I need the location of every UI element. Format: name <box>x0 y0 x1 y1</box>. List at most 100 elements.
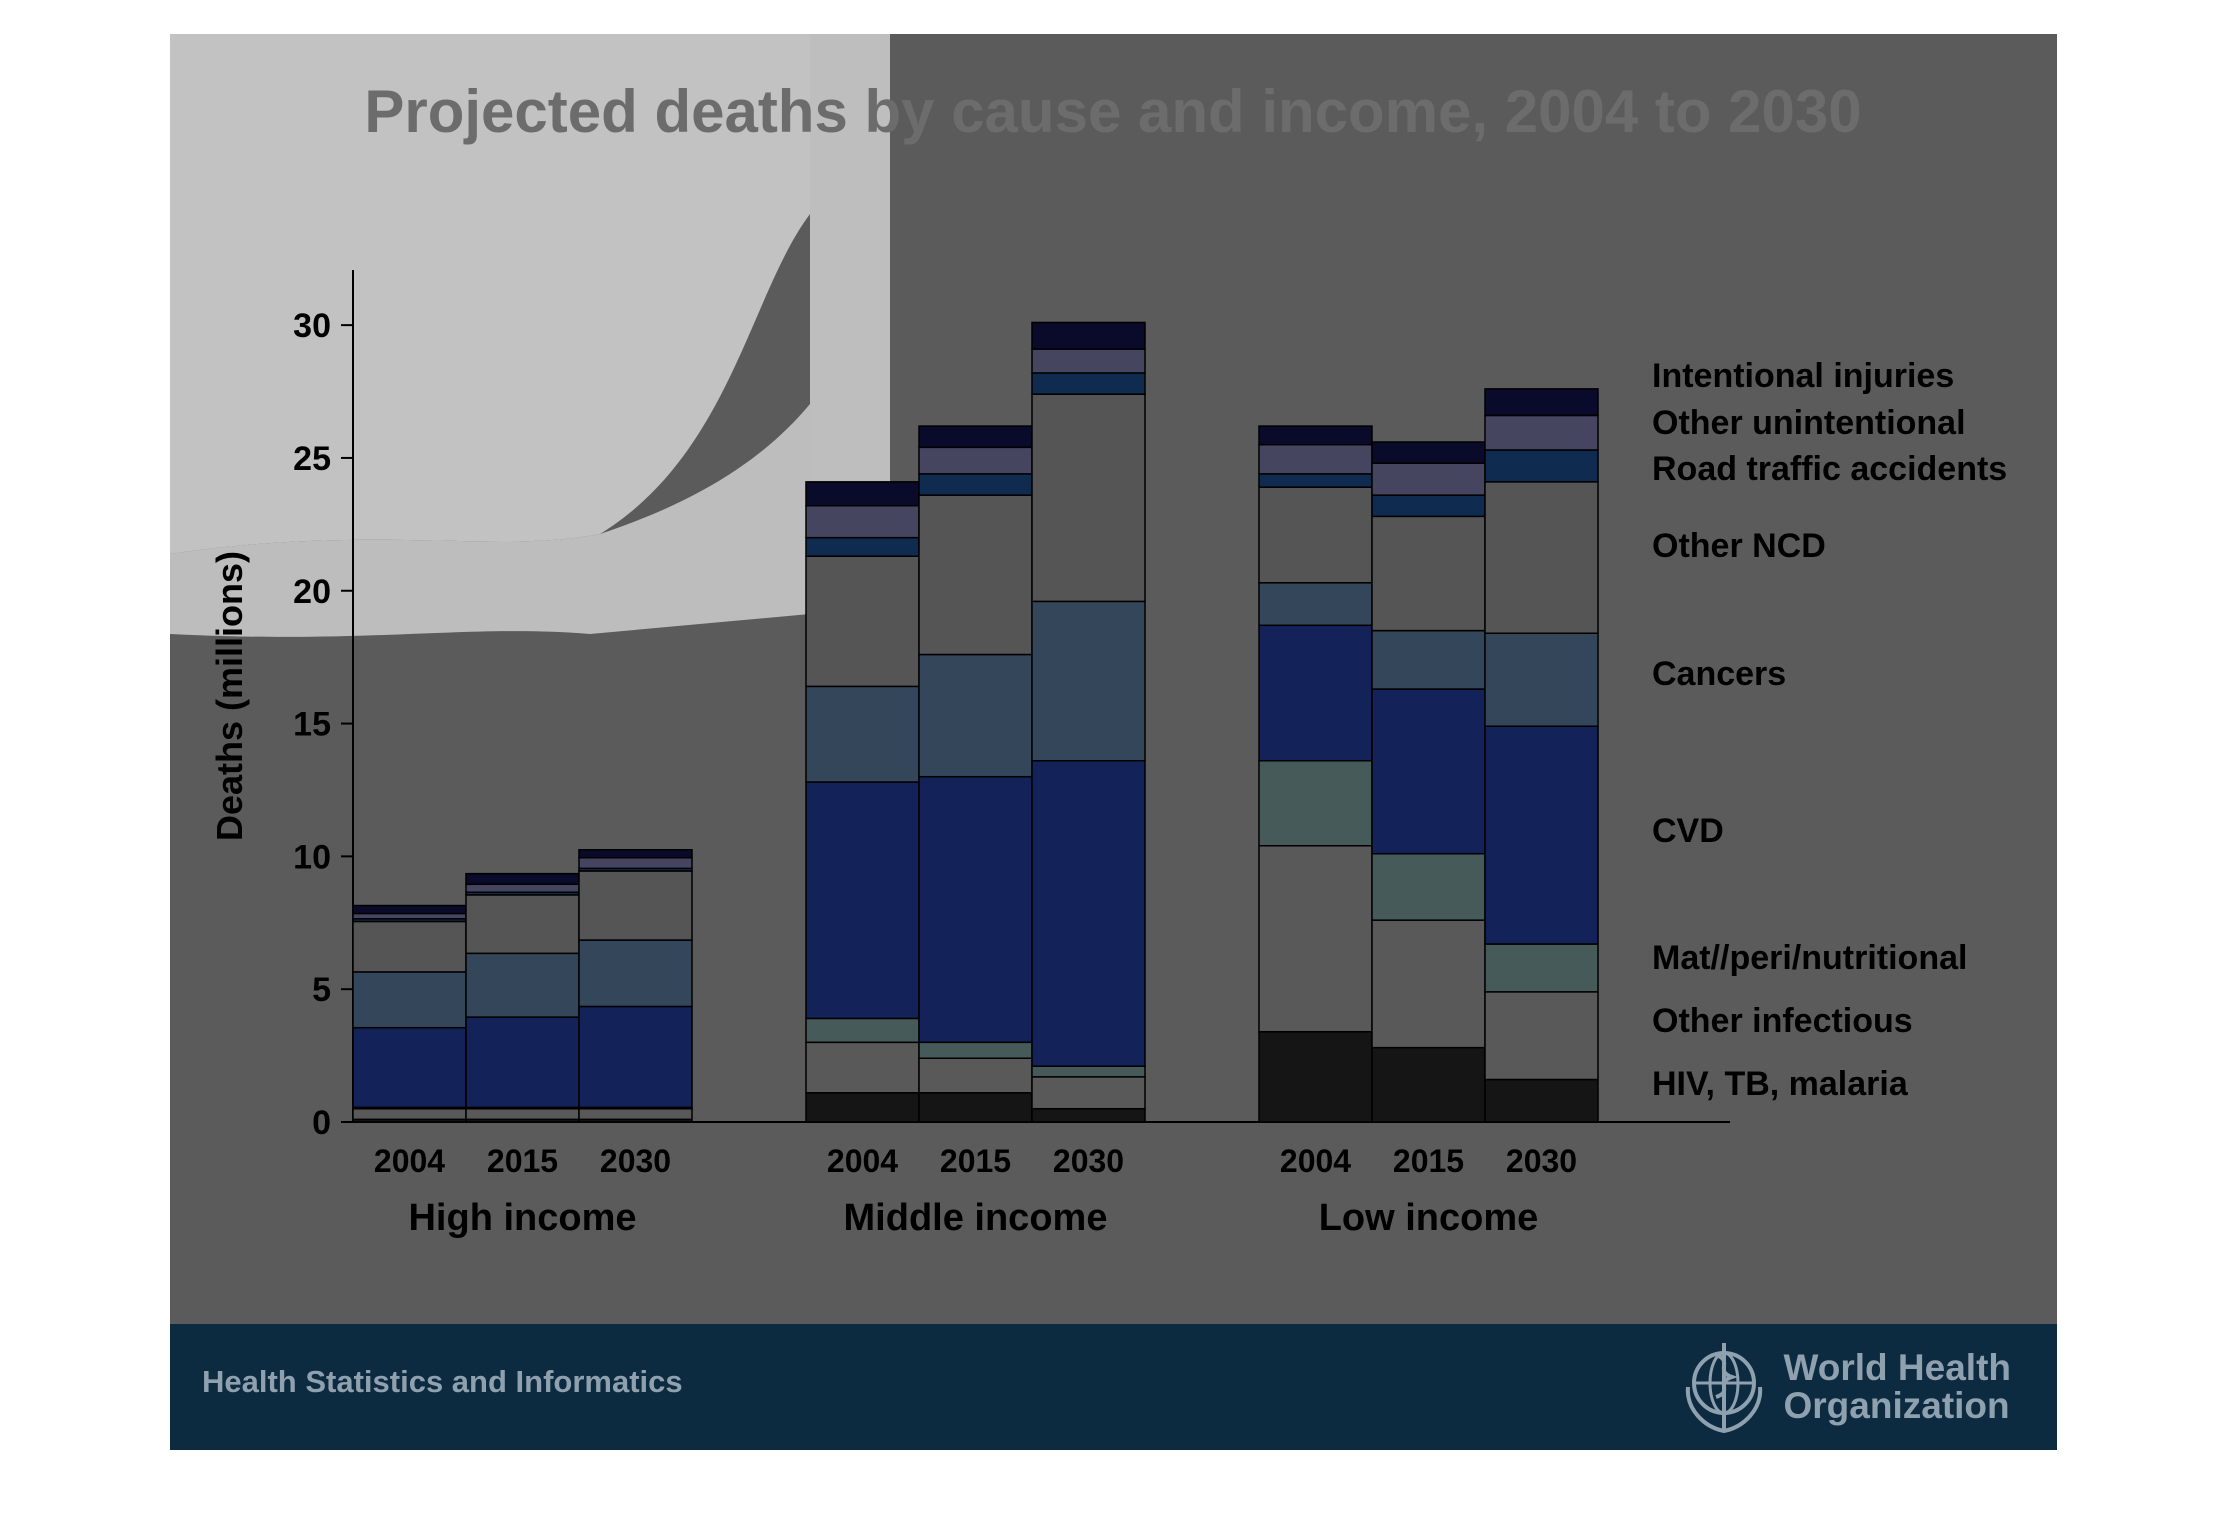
bar-segment <box>465 883 580 893</box>
bar-segment <box>1371 494 1486 518</box>
x-tick-label: 2030 <box>1053 1143 1124 1179</box>
who-emblem-icon <box>1685 1343 1762 1434</box>
bar-segment <box>1484 414 1599 451</box>
bar-segment <box>918 425 1033 449</box>
y-tick-label: 25 <box>293 440 331 478</box>
x-tick-label: 2004 <box>1280 1143 1351 1179</box>
bar-segment <box>1371 462 1486 496</box>
x-tick-label: 2030 <box>1506 1143 1577 1179</box>
y-tick-label: 30 <box>293 307 331 345</box>
legend-label: Mat//peri/nutritional <box>1652 939 1967 977</box>
bar-segment <box>1258 425 1373 446</box>
x-tick-label: 2030 <box>600 1143 671 1179</box>
map-decoration-2 <box>170 404 810 637</box>
x-tick-label: 2015 <box>940 1143 1011 1179</box>
bar-segment <box>918 653 1033 778</box>
footer-bar: Health Statistics and Informatics World … <box>170 1324 2057 1450</box>
bar-segment <box>1371 515 1486 632</box>
legend-label: Intentional injuries <box>1652 357 1954 395</box>
bar-segment <box>578 1107 693 1121</box>
bar-segment <box>578 939 693 1008</box>
bar-segment <box>465 952 580 1018</box>
bar-segment <box>1484 388 1599 417</box>
who-org-line2: Organization <box>1783 1385 2010 1426</box>
y-tick-label: 15 <box>293 706 331 744</box>
bar-segment <box>918 473 1033 496</box>
bar-segment <box>1371 688 1486 855</box>
bar-segment <box>465 894 580 955</box>
bar-segment <box>352 971 467 1029</box>
legend-label: Other unintentional <box>1652 404 1966 442</box>
chart-title: Projected deaths by cause and income, 20… <box>364 78 1861 145</box>
bar-segment <box>1484 943 1599 993</box>
bar-segment <box>805 1041 920 1094</box>
bar-segment <box>578 856 693 870</box>
group-label: Low income <box>1319 1197 1539 1239</box>
bar-segment <box>1031 372 1146 395</box>
bar-segment <box>1258 443 1373 475</box>
y-tick-label: 20 <box>293 573 331 611</box>
bar-segment <box>1371 441 1486 464</box>
bar-segment <box>918 1041 1033 1059</box>
bar-segment <box>918 1092 1033 1123</box>
bar-segment <box>1484 1078 1599 1123</box>
bar-segment <box>1484 449 1599 483</box>
bar-segment <box>1258 624 1373 762</box>
who-org-name: World Health Organization <box>1784 1349 2012 1425</box>
bar-segment <box>1258 473 1373 488</box>
bar-segment <box>1484 481 1599 634</box>
group-label: Middle income <box>844 1197 1108 1239</box>
footer-text: Health Statistics and Informatics <box>202 1364 683 1399</box>
who-logo: World Health Organization <box>1674 1336 2012 1438</box>
x-axis-labels: 2004 2015 2030 High income 2004 2015 2030 Middl… <box>374 1143 1577 1239</box>
legend-label: Cancers <box>1652 655 1786 693</box>
map-decoration <box>170 34 810 554</box>
bar-segment <box>1258 486 1373 584</box>
bar-segment <box>805 1092 920 1123</box>
bar-segment <box>465 872 580 886</box>
legend-label: HIV, TB, malaria <box>1652 1065 1909 1103</box>
y-tick-label: 0 <box>312 1104 331 1142</box>
bar-segment <box>1031 1076 1146 1110</box>
legend-label: Other NCD <box>1652 527 1826 565</box>
bar-segment <box>918 1057 1033 1094</box>
bar-segment <box>352 912 467 920</box>
bar-segment <box>352 1026 467 1109</box>
bar-segment <box>465 1107 580 1121</box>
bar-segment <box>1484 725 1599 945</box>
bar-segment <box>352 904 467 915</box>
group-label: High income <box>408 1197 636 1239</box>
legend-label: Road traffic accidents <box>1652 450 2007 488</box>
bar-segment <box>805 481 920 507</box>
bar-segment <box>1031 321 1146 350</box>
bar-segment <box>1031 760 1146 1067</box>
bar-segment <box>1031 348 1146 374</box>
bar-segment <box>1258 845 1373 1033</box>
bar-segment <box>578 848 693 859</box>
bar-segment <box>1031 600 1146 762</box>
bar-segment <box>1258 582 1373 627</box>
bar-segment <box>805 685 920 783</box>
bar-segment <box>352 1107 467 1121</box>
bar-segment <box>1258 760 1373 847</box>
who-org-line1: World Health <box>1783 1347 2012 1388</box>
bar-segment <box>1371 919 1486 1049</box>
y-axis-label: Deaths (millions) <box>209 551 250 841</box>
bar-segment <box>918 775 1033 1044</box>
bar-segment <box>352 920 467 973</box>
bar-segment <box>578 870 693 941</box>
bar-segment <box>1484 632 1599 727</box>
bar-segment <box>805 781 920 1020</box>
bar-segment <box>465 1016 580 1109</box>
stacked-bar-chart: Projected deaths by cause and income, 20… <box>170 34 2007 1239</box>
y-tick-label: 10 <box>293 838 331 876</box>
legend-label: CVD <box>1652 812 1724 850</box>
bar-segment <box>805 536 920 557</box>
legend: HIV, TB, malaria Other infectious Mat//per… <box>1652 357 2007 1103</box>
bar-segment <box>1258 1030 1373 1123</box>
bar-segment <box>1031 1065 1146 1078</box>
bar-segment <box>1031 1107 1146 1123</box>
bar-segment <box>805 1017 920 1044</box>
y-tick-label: 5 <box>312 971 331 1009</box>
x-tick-label: 2004 <box>827 1143 898 1179</box>
